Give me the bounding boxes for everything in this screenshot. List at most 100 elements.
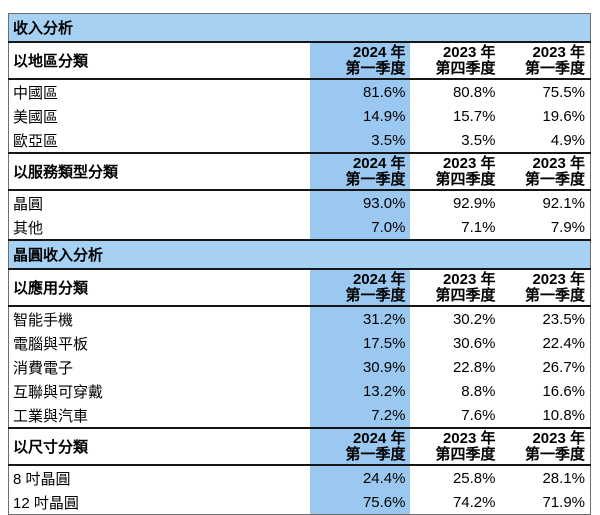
value-cell: 7.6% (461, 406, 496, 424)
quarter-column-header: 2023 年第四季度 (410, 428, 499, 465)
quarter-column-header: 2024 年第一季度 (309, 269, 410, 306)
quarter-column-header: 2023 年第一季度 (499, 42, 591, 79)
section-band-title: 收入分析 (8, 13, 591, 42)
value-cell: 30.2% (452, 310, 496, 328)
group-header-row: 以地區分類 2024 年第一季度 2023 年第四季度 2023 年第一季度 (8, 42, 591, 79)
quarter-year-label: 2023 年 (532, 43, 586, 61)
value-cell: 17.5% (309, 331, 410, 355)
group-header-row: 以服務類型分類 2024 年第一季度 2023 年第四季度 2023 年第一季度 (8, 153, 591, 190)
value-cell: 92.1% (542, 194, 586, 212)
value-cell: 30.6% (452, 334, 496, 352)
value-cell: 26.7% (542, 358, 586, 376)
quarter-year-label: 2023 年 (442, 270, 496, 288)
quarter-column-header: 2024 年第一季度 (309, 153, 410, 190)
quarter-year-label: 2024 年 (352, 154, 406, 172)
row-label: 電腦與平板 (13, 335, 89, 353)
quarter-name-label: 第四季度 (435, 445, 496, 463)
data-row: 8 吋晶圓 24.4% 25.8% 28.1% (9, 465, 591, 490)
data-row: 互聯與可穿戴 13.2% 8.8% 16.6% (9, 379, 591, 403)
row-label: 工業與汽車 (13, 407, 89, 425)
value-cell: 7.1% (461, 218, 496, 236)
quarter-column-header: 2023 年第一季度 (499, 428, 591, 465)
value-cell: 28.1% (542, 469, 586, 487)
data-row: 歐亞區 3.5% 3.5% 4.9% (9, 128, 591, 153)
value-cell: 30.9% (309, 355, 410, 379)
value-cell: 4.9% (550, 131, 586, 149)
quarter-year-label: 2024 年 (352, 270, 406, 288)
quarter-name-label: 第一季度 (525, 286, 586, 304)
section-band: 晶圓收入分析 (8, 240, 591, 269)
group-label: 以應用分類 (13, 280, 89, 297)
quarter-column-header: 2024 年第一季度 (309, 42, 410, 79)
table-body: 收入分析 以地區分類 2024 年第一季度 2023 年第四季度 2023 年第一季度中… (8, 13, 591, 515)
value-cell: 22.8% (452, 358, 496, 376)
value-cell: 14.9% (309, 104, 410, 128)
data-row: 其他 7.0% 7.1% 7.9% (9, 215, 591, 240)
row-label: 歐亞區 (13, 132, 59, 150)
quarter-year-label: 2024 年 (352, 429, 406, 447)
value-cell: 31.2% (309, 306, 410, 331)
row-label: 晶圓 (13, 195, 44, 213)
row-label: 互聯與可穿戴 (13, 383, 104, 401)
row-label: 智能手機 (13, 311, 74, 329)
row-label: 中國區 (13, 84, 59, 102)
quarter-year-label: 2023 年 (532, 429, 586, 447)
value-cell: 92.9% (452, 194, 496, 212)
quarter-name-label: 第一季度 (345, 59, 406, 77)
value-cell: 16.6% (542, 382, 586, 400)
row-label: 其他 (13, 219, 44, 237)
quarter-name-label: 第一季度 (525, 170, 586, 188)
value-cell: 15.7% (452, 107, 496, 125)
data-row: 晶圓 93.0% 92.9% 92.1% (9, 190, 591, 215)
value-cell: 80.8% (452, 83, 496, 101)
quarter-column-header: 2023 年第一季度 (499, 153, 591, 190)
group-header-row: 以尺寸分類 2024 年第一季度 2023 年第四季度 2023 年第一季度 (8, 428, 591, 465)
row-label: 消費電子 (13, 359, 74, 377)
value-cell: 3.5% (309, 128, 410, 153)
quarter-name-label: 第一季度 (525, 445, 586, 463)
revenue-analysis-table: 收入分析 以地區分類 2024 年第一季度 2023 年第四季度 2023 年第一季度中… (8, 13, 592, 515)
value-cell: 24.4% (309, 465, 410, 490)
quarter-name-label: 第一季度 (345, 286, 406, 304)
value-cell: 25.8% (452, 469, 496, 487)
data-row: 工業與汽車 7.2% 7.6% 10.8% (9, 403, 591, 428)
value-cell: 10.8% (542, 406, 586, 424)
value-cell: 22.4% (542, 334, 586, 352)
data-row: 中國區 81.6% 80.8% 75.5% (9, 79, 591, 104)
value-cell: 8.8% (461, 382, 496, 400)
quarter-name-label: 第四季度 (435, 170, 496, 188)
quarter-name-label: 第一季度 (345, 170, 406, 188)
quarter-column-header: 2024 年第一季度 (309, 428, 410, 465)
row-label: 8 吋晶圓 (13, 470, 71, 488)
quarter-column-header: 2023 年第四季度 (410, 153, 499, 190)
section-band: 收入分析 (8, 13, 591, 42)
quarter-year-label: 2023 年 (532, 154, 586, 172)
quarter-name-label: 第一季度 (345, 445, 406, 463)
data-row: 電腦與平板 17.5% 30.6% 22.4% (9, 331, 591, 355)
group-label: 以服務類型分類 (13, 164, 119, 181)
row-label: 美國區 (13, 108, 59, 126)
quarter-column-header: 2023 年第四季度 (410, 269, 499, 306)
value-cell: 81.6% (309, 79, 410, 104)
quarter-column-header: 2023 年第一季度 (499, 269, 591, 306)
value-cell: 19.6% (542, 107, 586, 125)
value-cell: 7.2% (309, 403, 410, 428)
quarter-name-label: 第四季度 (435, 286, 496, 304)
quarter-column-header: 2023 年第四季度 (410, 42, 499, 79)
group-header-row: 以應用分類 2024 年第一季度 2023 年第四季度 2023 年第一季度 (8, 269, 591, 306)
value-cell: 7.9% (550, 218, 586, 236)
data-row: 智能手機 31.2% 30.2% 23.5% (9, 306, 591, 331)
quarter-year-label: 2023 年 (442, 154, 496, 172)
data-row: 美國區 14.9% 15.7% 19.6% (9, 104, 591, 128)
value-cell: 75.5% (542, 83, 586, 101)
section-band-title: 晶圓收入分析 (8, 240, 591, 269)
quarter-year-label: 2023 年 (442, 429, 496, 447)
group-label: 以地區分類 (13, 53, 89, 70)
value-cell: 23.5% (542, 310, 586, 328)
value-cell: 7.0% (309, 215, 410, 240)
quarter-name-label: 第一季度 (525, 59, 586, 77)
data-row: 消費電子 30.9% 22.8% 26.7% (9, 355, 591, 379)
value-cell: 13.2% (309, 379, 410, 403)
quarter-name-label: 第四季度 (435, 59, 496, 77)
value-cell: 3.5% (461, 131, 496, 149)
